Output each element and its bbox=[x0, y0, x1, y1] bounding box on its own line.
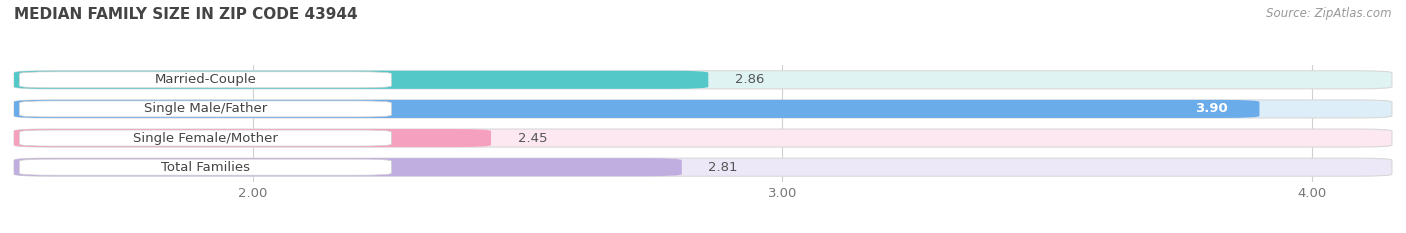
Text: 2.81: 2.81 bbox=[709, 161, 738, 174]
Text: 3.90: 3.90 bbox=[1195, 103, 1227, 115]
FancyBboxPatch shape bbox=[14, 100, 1392, 118]
Text: MEDIAN FAMILY SIZE IN ZIP CODE 43944: MEDIAN FAMILY SIZE IN ZIP CODE 43944 bbox=[14, 7, 357, 22]
FancyBboxPatch shape bbox=[14, 129, 491, 147]
FancyBboxPatch shape bbox=[14, 158, 1392, 176]
FancyBboxPatch shape bbox=[14, 71, 709, 89]
Text: Single Male/Father: Single Male/Father bbox=[143, 103, 267, 115]
FancyBboxPatch shape bbox=[20, 159, 391, 175]
Text: 2.86: 2.86 bbox=[735, 73, 765, 86]
FancyBboxPatch shape bbox=[20, 130, 391, 146]
FancyBboxPatch shape bbox=[14, 158, 682, 176]
Text: Single Female/Mother: Single Female/Mother bbox=[134, 132, 278, 144]
Text: Married-Couple: Married-Couple bbox=[155, 73, 256, 86]
FancyBboxPatch shape bbox=[14, 129, 1392, 147]
FancyBboxPatch shape bbox=[20, 72, 391, 88]
Text: Source: ZipAtlas.com: Source: ZipAtlas.com bbox=[1267, 7, 1392, 20]
FancyBboxPatch shape bbox=[14, 100, 1260, 118]
FancyBboxPatch shape bbox=[14, 71, 1392, 89]
FancyBboxPatch shape bbox=[20, 101, 391, 117]
Text: 2.45: 2.45 bbox=[517, 132, 547, 144]
Text: Total Families: Total Families bbox=[160, 161, 250, 174]
